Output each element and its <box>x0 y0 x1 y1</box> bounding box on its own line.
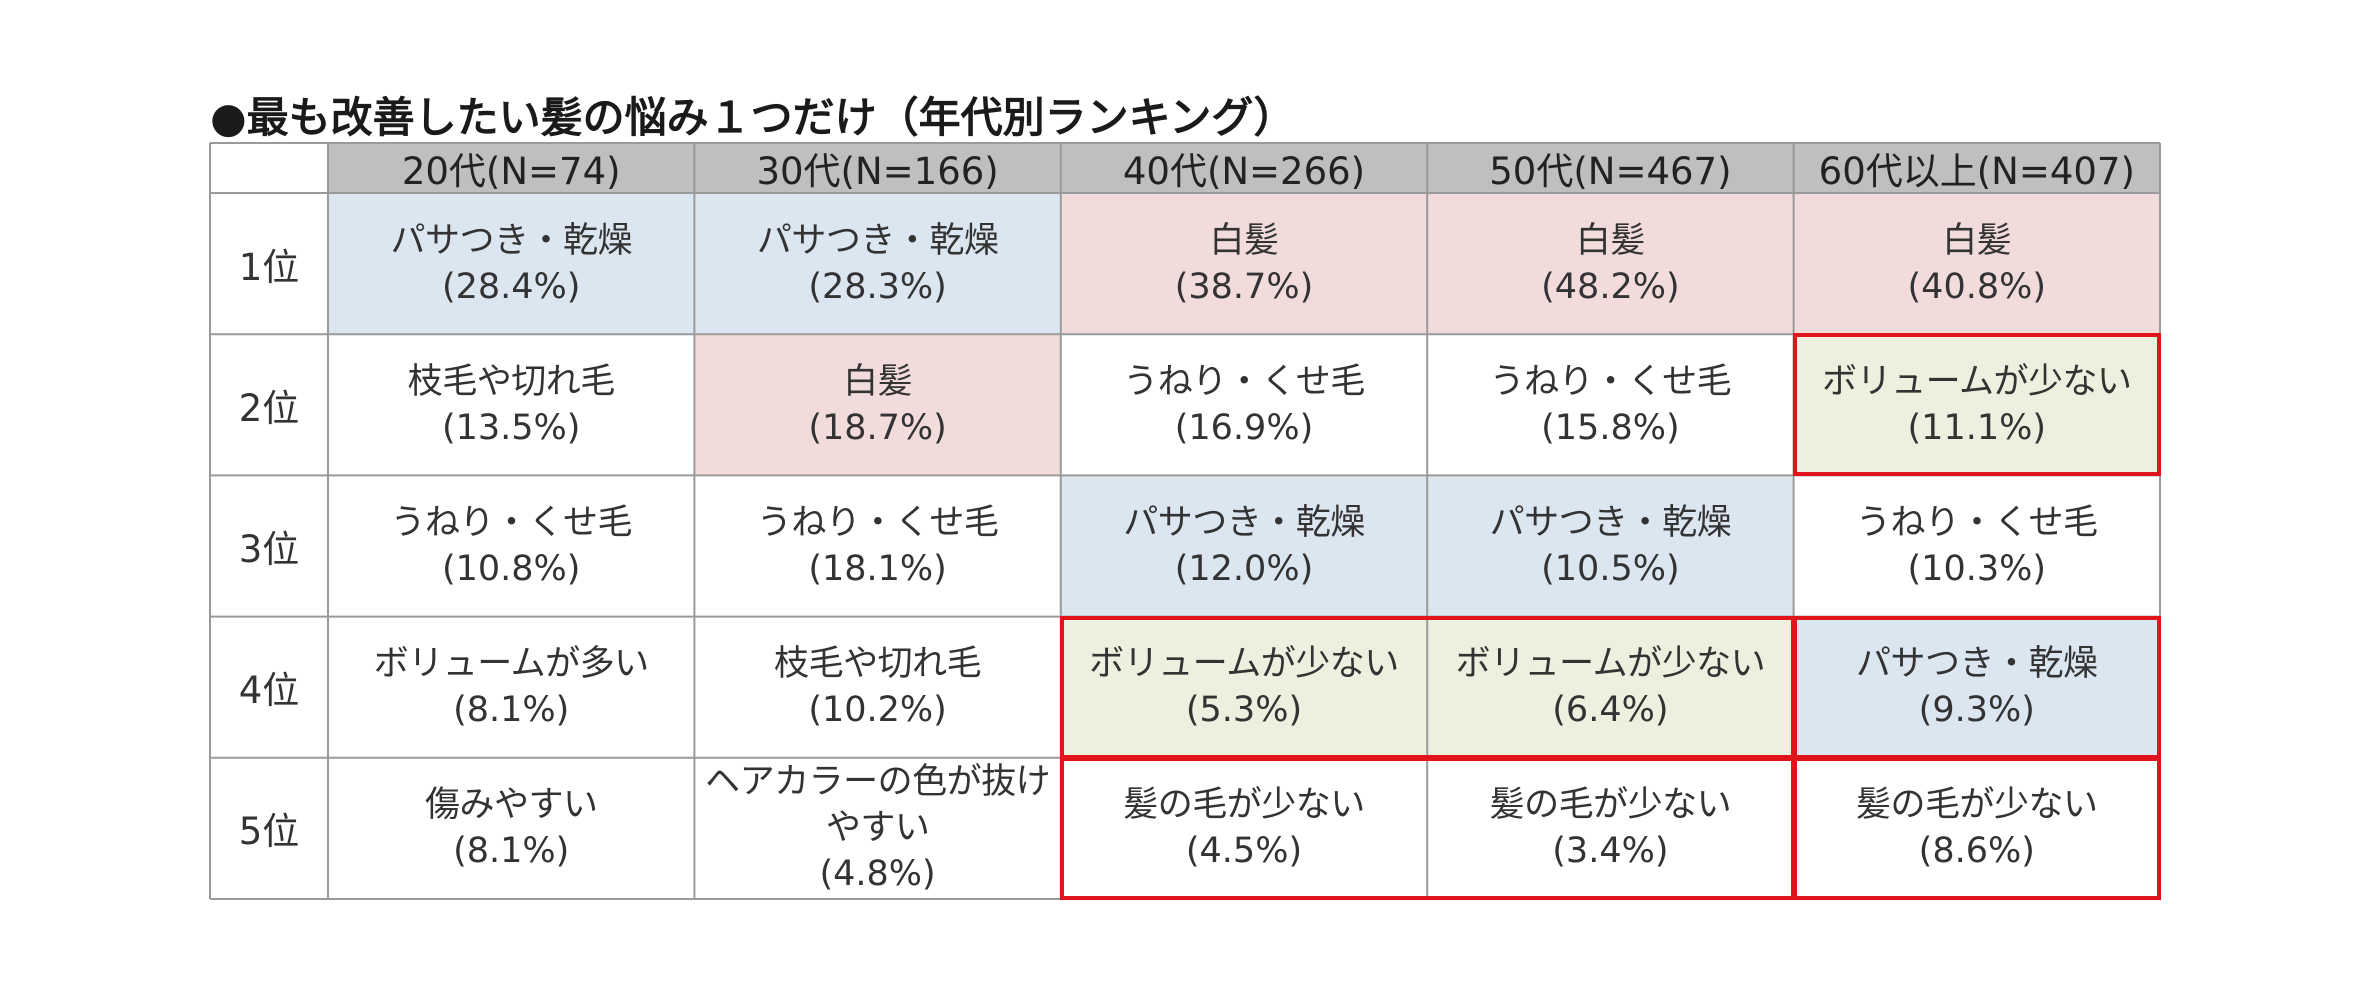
chart-title: ●最も改善したい髪の悩み１つだけ（年代別ランキング） <box>210 93 1296 142</box>
concern-label: パサつき・乾燥 <box>756 220 999 261</box>
percentage-value: (15.8%) <box>1541 407 1680 448</box>
concern-label: ボリュームが少ない <box>1822 361 2132 402</box>
concern-label: ボリュームが少ない <box>1089 644 1399 685</box>
percentage-value: (10.8%) <box>441 548 581 589</box>
table-cell: ボリュームが多い (8.1%) <box>328 616 695 758</box>
percentage-value: (8.6%) <box>1918 831 2035 872</box>
concern-label: パサつき・乾燥 <box>1856 644 2098 685</box>
concern-label: ヘアカラーの色が抜けやすい <box>705 762 1051 849</box>
concern-label: パサつき・乾燥 <box>1123 502 1365 543</box>
percentage-value: (8.1%) <box>453 831 570 872</box>
concern-label: 白髪 <box>843 361 913 402</box>
table-cell: パサつき・乾燥 (10.5%) <box>1427 475 1794 617</box>
table-cell: うねり・くせ毛 (16.9%) <box>1060 334 1428 476</box>
percentage-value: (9.3%) <box>1918 690 2035 731</box>
percentage-value: (4.5%) <box>1185 831 1303 872</box>
table-cell: うねり・くせ毛 (10.3%) <box>1793 475 2160 617</box>
table-grid <box>209 142 2161 900</box>
concern-label: パサつき・乾燥 <box>1489 502 1732 543</box>
concern-label: パサつき・乾燥 <box>390 220 632 261</box>
table-cell: パサつき・乾燥 (28.4%) <box>328 193 695 335</box>
table-cell: 白髪 (18.7%) <box>694 334 1061 476</box>
table-cell: 白髪 (48.2%) <box>1427 193 1794 335</box>
concern-label: うねり・くせ毛 <box>1123 361 1365 402</box>
percentage-value: (4.8%) <box>819 854 936 895</box>
concern-label: ボリュームが多い <box>373 644 649 685</box>
table-cell: 枝毛や切れ毛 (10.2%) <box>694 616 1061 758</box>
percentage-value: (18.1%) <box>808 548 947 589</box>
percentage-value: (28.4%) <box>441 266 581 307</box>
header-band <box>328 143 2160 193</box>
percentage-value: (10.2%) <box>808 690 947 731</box>
rank-label: 5位 <box>238 810 300 854</box>
table-cell: 髪の毛が少ない (8.6%) <box>1793 757 2160 899</box>
percentage-value: (3.4%) <box>1552 831 1669 872</box>
percentage-value: (28.3%) <box>808 266 947 307</box>
table-cell: 傷みやすい (8.1%) <box>328 757 695 899</box>
column-header: 30代(N=166) <box>756 150 999 193</box>
percentage-value: (18.7%) <box>808 407 947 448</box>
column-header: 20代(N=74) <box>401 150 621 193</box>
concern-label: うねり・くせ毛 <box>756 502 999 543</box>
table-cell: うねり・くせ毛 (10.8%) <box>328 475 695 617</box>
rank-label: 4位 <box>238 669 300 713</box>
ranking-table: パサつき・乾燥 (28.4%) パサつき・乾燥 (28.3%) 白髪 (38.7%) 白髪 (… <box>209 142 2161 900</box>
table-cell: ヘアカラーの色が抜けやすい (4.8%) <box>694 757 1061 899</box>
column-header: 40代(N=266) <box>1122 150 1366 193</box>
concern-label: 枝毛や切れ毛 <box>774 644 982 685</box>
table-cell: 白髪 (40.8%) <box>1793 193 2160 335</box>
table-cell: ボリュームが少ない (11.1%) <box>1793 334 2160 476</box>
column-header: 60代以上(N=407) <box>1818 150 2135 193</box>
percentage-value: (8.1%) <box>453 690 570 731</box>
rank-label: 2位 <box>238 386 300 430</box>
concern-label: 白髪 <box>1209 220 1279 261</box>
rank-label: 3位 <box>238 527 300 571</box>
percentage-value: (40.8%) <box>1907 266 2047 307</box>
concern-label: 傷みやすい <box>424 785 598 826</box>
column-header: 50代(N=467) <box>1489 150 1732 193</box>
concern-label: 枝毛や切れ毛 <box>407 361 616 402</box>
percentage-value: (10.5%) <box>1541 548 1680 589</box>
table-cell: うねり・くせ毛 (15.8%) <box>1427 334 1794 476</box>
table-cell: 枝毛や切れ毛 (13.5%) <box>328 334 695 476</box>
percentage-value: (38.7%) <box>1174 266 1314 307</box>
concern-label: 髪の毛が少ない <box>1489 785 1732 826</box>
percentage-value: (12.0%) <box>1174 548 1314 589</box>
table-cell: パサつき・乾燥 (12.0%) <box>1060 475 1428 617</box>
table-cell: うねり・くせ毛 (18.1%) <box>694 475 1061 617</box>
percentage-value: (11.1%) <box>1907 407 2047 448</box>
table-cell: パサつき・乾燥 (28.3%) <box>694 193 1061 335</box>
concern-label: 髪の毛が少ない <box>1856 785 2098 826</box>
percentage-value: (10.3%) <box>1907 548 2047 589</box>
percentage-value: (13.5%) <box>441 407 581 448</box>
table-cell: パサつき・乾燥 (9.3%) <box>1793 616 2160 758</box>
concern-label: 白髪 <box>1942 220 2012 261</box>
table-cell: 白髪 (38.7%) <box>1060 193 1428 335</box>
concern-label: 白髪 <box>1575 220 1646 261</box>
table-cell: 髪の毛が少ない (3.4%) <box>1427 757 1794 899</box>
percentage-value: (6.4%) <box>1552 690 1669 731</box>
concern-label: うねり・くせ毛 <box>1489 361 1732 402</box>
concern-label: うねり・くせ毛 <box>390 502 632 543</box>
table-cell: 髪の毛が少ない (4.5%) <box>1060 757 1428 899</box>
concern-label: 髪の毛が少ない <box>1123 785 1365 826</box>
concern-label: ボリュームが少ない <box>1455 644 1766 685</box>
concern-label: うねり・くせ毛 <box>1856 502 2098 543</box>
table-cell: ボリュームが少ない (5.3%) <box>1060 616 1428 758</box>
rank-label: 1位 <box>238 245 300 289</box>
table-cell: ボリュームが少ない (6.4%) <box>1427 616 1794 758</box>
percentage-value: (48.2%) <box>1541 266 1680 307</box>
percentage-value: (5.3%) <box>1185 690 1303 731</box>
percentage-value: (16.9%) <box>1174 407 1314 448</box>
